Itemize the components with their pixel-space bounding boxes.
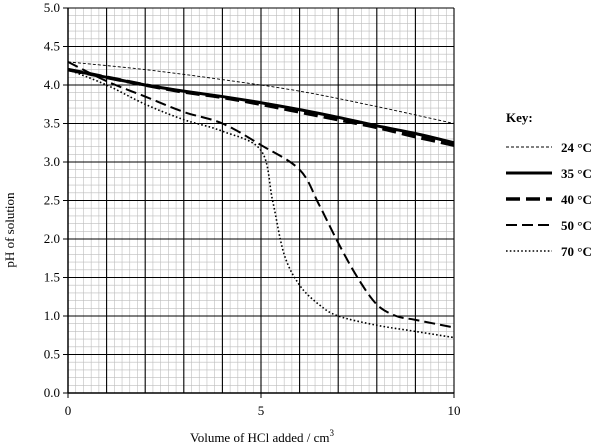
y-tick-label: 2.5 — [44, 193, 60, 208]
y-tick-label: 2.0 — [44, 231, 60, 246]
legend: Key: 24 °C 35 °C 40 °C 50 °C 70 °C — [506, 110, 592, 259]
x-axis-label: Volume of HCl added / cm3 — [190, 428, 335, 445]
y-tick-label: 4.5 — [44, 39, 60, 54]
legend-label-24c: 24 °C — [561, 140, 592, 155]
x-tick-label: 5 — [258, 403, 265, 418]
legend-label-70c: 70 °C — [561, 244, 592, 259]
y-tick-label: 1.0 — [44, 308, 60, 323]
y-tick-label: 0.0 — [44, 385, 60, 400]
y-tick-label: 0.5 — [44, 347, 60, 362]
major-grid — [67, 7, 455, 394]
legend-label-40c: 40 °C — [561, 192, 592, 207]
legend-label-50c: 50 °C — [561, 218, 592, 233]
x-tick-label: 10 — [448, 403, 461, 418]
series-lines — [67, 61, 455, 339]
y-tick-label: 4.0 — [44, 77, 60, 92]
tick-labels: 0.0 0.5 1.0 1.5 2.0 2.5 3.0 3.5 4.0 4.5 5.0 0 5 10 — [44, 0, 461, 418]
y-tick-label: 3.5 — [44, 116, 60, 131]
x-tick-label: 0 — [65, 403, 72, 418]
x-axis-label-superscript: 3 — [330, 428, 335, 438]
y-tick-label: 1.5 — [44, 270, 60, 285]
series-line-40c — [67, 67, 455, 147]
series-line-70c — [67, 68, 455, 339]
legend-label-35c: 35 °C — [561, 166, 592, 181]
y-tick-label: 3.0 — [44, 154, 60, 169]
legend-title: Key: — [506, 110, 533, 125]
series-line-50c — [67, 61, 455, 329]
y-tick-label: 5.0 — [44, 0, 60, 15]
axes — [63, 7, 455, 398]
y-axis-label: pH of solution — [2, 192, 17, 268]
